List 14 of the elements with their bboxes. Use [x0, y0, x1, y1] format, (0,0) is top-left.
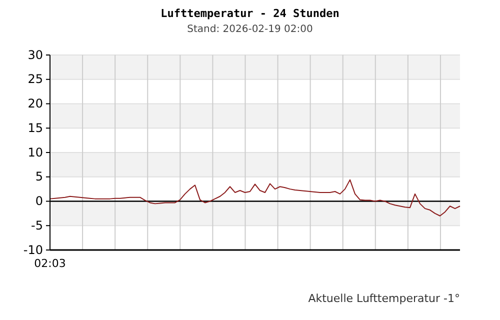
y-tick-label: 30	[28, 48, 43, 62]
y-tick-label: 0	[35, 194, 43, 208]
chart-subtitle: Stand: 2026-02-19 02:00	[187, 24, 313, 35]
y-tick-label: -10	[23, 242, 43, 257]
y-tick-label: 15	[28, 120, 43, 135]
chart-title: Lufttemperatur - 24 Stunden	[160, 7, 340, 20]
y-tick-label: -5	[31, 218, 43, 232]
y-tick-label: 5	[35, 170, 43, 184]
y-tick-label: 10	[28, 145, 43, 160]
text: Aktuelle Lufttemperatur -1°	[308, 292, 460, 305]
line-series	[50, 179, 460, 216]
text: 02:03	[34, 257, 66, 270]
y-tick-label: 20	[28, 96, 43, 111]
y-tick-label: 25	[28, 72, 43, 86]
